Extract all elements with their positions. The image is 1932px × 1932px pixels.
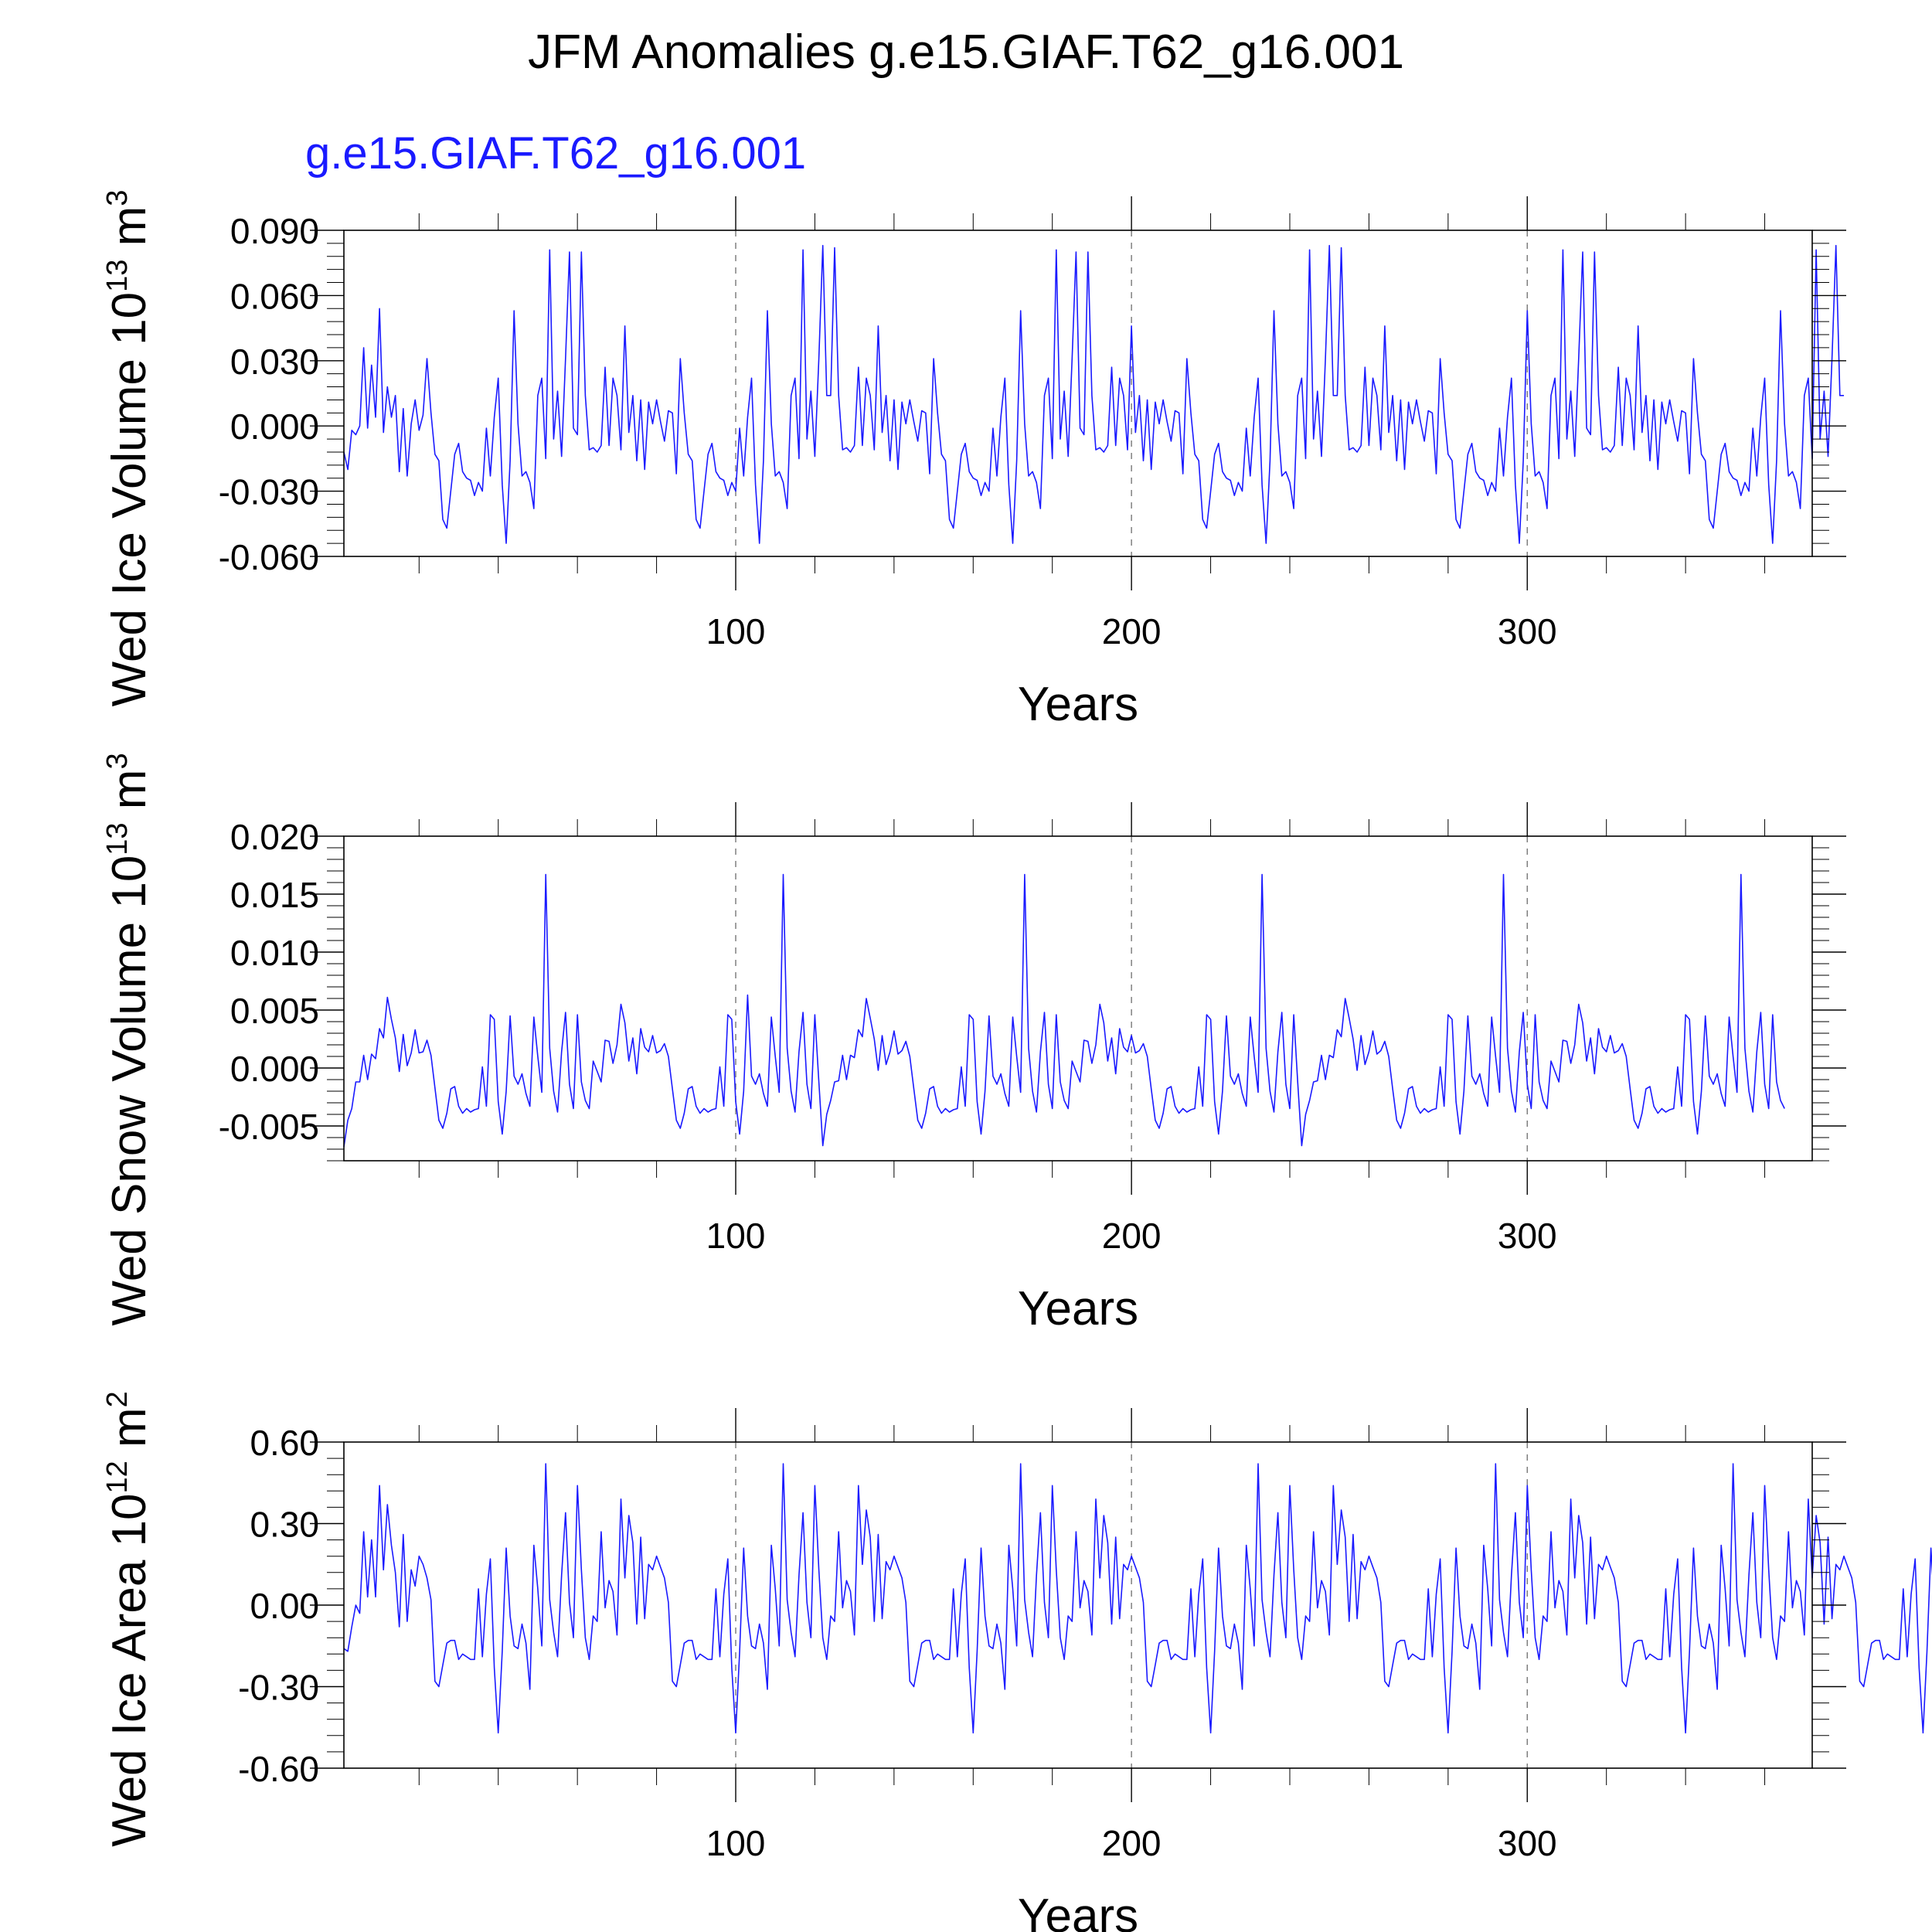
x-tick-label: 100 [706, 1216, 766, 1256]
y-axis-label-exponent: 13 [101, 822, 134, 855]
y-tick-label: 0.000 [230, 1049, 319, 1089]
y-tick-label: 0.060 [230, 276, 319, 316]
x-tick-label: 200 [1102, 611, 1162, 651]
y-tick-label: 0.030 [230, 342, 319, 382]
x-tick-label: 200 [1102, 1216, 1162, 1256]
y-axis-label-text: Wed Ice Area 10 [103, 1494, 156, 1847]
panel-ice-area: -0.60 -0.30 0.00 0.30 0.60 100 200 300 Years Wed … [101, 1391, 1932, 1932]
plot-frame [343, 230, 1813, 557]
series-line-0 [343, 244, 1844, 544]
x-tick-label: 100 [706, 1823, 766, 1863]
y-tick-label: -0.30 [238, 1668, 319, 1708]
x-axis-label: Years [1018, 1889, 1138, 1932]
x-tick-label: 200 [1102, 1823, 1162, 1863]
y-tick-label: 0.005 [230, 991, 319, 1031]
y-axis-label-unit-exponent: 3 [101, 190, 134, 206]
y-tick-label: -0.005 [219, 1107, 319, 1147]
y-tick-label: 0.60 [250, 1423, 319, 1463]
x-tick-label: 300 [1498, 611, 1557, 651]
x-axis-label: Years [1018, 678, 1138, 731]
panel-snow-volume: -0.005 0.000 0.005 0.010 0.015 0.020 100 200 300… [101, 753, 1846, 1335]
y-tick-label: 0.00 [250, 1586, 319, 1626]
figure-title: JFM Anomalies g.e15.GIAF.T62_g16.001 [528, 26, 1404, 79]
y-axis-label-unit: m [103, 1407, 156, 1461]
y-tick-label: 0.090 [230, 211, 319, 251]
series-line-0 [343, 873, 1785, 1148]
y-axis-label-exponent: 12 [101, 1461, 134, 1493]
y-axis-label-unit: m [103, 770, 156, 823]
y-tick-label: 0.020 [230, 817, 319, 857]
panel-ice-volume: -0.060 -0.030 0.000 0.030 0.060 0.090 100 200 30… [101, 190, 1846, 731]
y-tick-label: 0.30 [250, 1505, 319, 1545]
y-axis-label-text: Wed Snow Volume 10 [103, 855, 156, 1326]
y-tick-label: 0.015 [230, 875, 319, 915]
series-line-0 [343, 1463, 1932, 1734]
y-tick-label: 0.010 [230, 933, 319, 973]
y-axis-label-exponent: 13 [101, 260, 134, 292]
y-tick-label: 0.000 [230, 406, 319, 447]
x-tick-label: 100 [706, 611, 766, 651]
y-axis-label-unit-exponent: 3 [101, 753, 134, 769]
x-axis-label: Years [1018, 1282, 1138, 1335]
y-axis-label-text: Wed Ice Volume 10 [103, 292, 156, 707]
panel-subtitle: g.e15.GIAF.T62_g16.001 [305, 128, 806, 179]
x-tick-label: 300 [1498, 1216, 1557, 1256]
x-tick-label: 300 [1498, 1823, 1557, 1863]
y-axis-label: Wed Snow Volume 1013 m3 [101, 753, 156, 1325]
y-axis-label-unit-exponent: 2 [101, 1391, 134, 1407]
y-tick-label: -0.030 [219, 472, 319, 512]
y-tick-label: -0.060 [219, 537, 319, 577]
y-axis-label: Wed Ice Area 1012 m2 [101, 1391, 156, 1847]
y-tick-label: -0.60 [238, 1749, 319, 1789]
y-axis-label-unit: m [103, 206, 156, 260]
y-axis-label: Wed Ice Volume 1013 m3 [101, 190, 156, 707]
